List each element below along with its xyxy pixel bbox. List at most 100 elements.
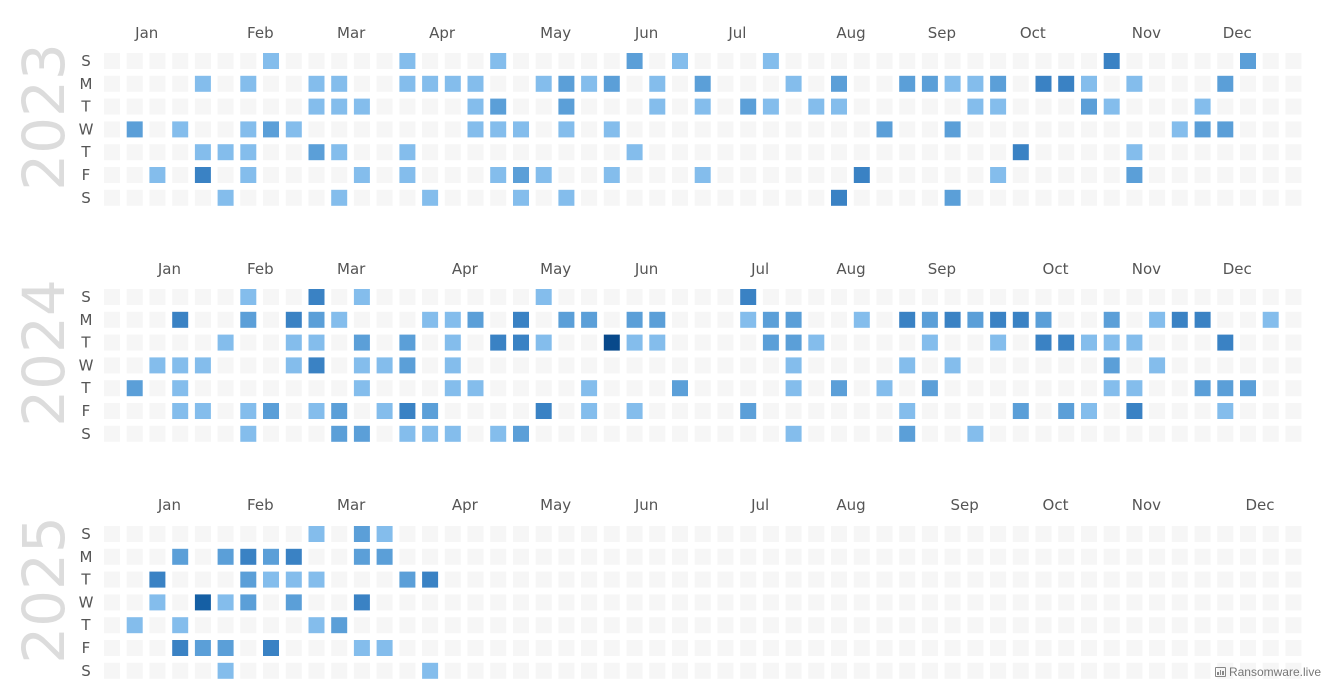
- heatmap-cell: [1035, 571, 1052, 588]
- heatmap-cell: [694, 144, 711, 161]
- heatmap-cell: [104, 189, 120, 206]
- month-label: Dec: [1223, 24, 1252, 42]
- heatmap-cell: [1217, 189, 1234, 206]
- heatmap-cell: [1149, 167, 1166, 183]
- heatmap-cell: [603, 98, 620, 115]
- heatmap-cell-active: [762, 98, 779, 115]
- heatmap-cell: [990, 403, 1007, 419]
- heatmap-cell: [762, 662, 779, 679]
- heatmap-cell: [308, 425, 325, 442]
- heatmap-cell-active: [967, 311, 984, 328]
- heatmap-cell: [126, 403, 143, 419]
- heatmap-cell: [967, 640, 984, 656]
- heatmap-cell: [172, 425, 189, 442]
- heatmap-cell: [558, 403, 575, 419]
- heatmap-cell-active: [194, 594, 211, 611]
- heatmap-cell-active: [1217, 75, 1234, 92]
- heatmap-cell-active: [1103, 357, 1120, 374]
- heatmap-cell: [944, 571, 961, 588]
- heatmap-cell: [1285, 548, 1302, 565]
- heatmap-cell-active: [921, 334, 938, 351]
- heatmap-cell-active: [581, 311, 598, 328]
- heatmap-cell: [1058, 425, 1075, 442]
- heatmap-cell: [1194, 334, 1211, 351]
- heatmap-cell: [808, 403, 825, 419]
- heatmap-cell: [1103, 289, 1120, 305]
- month-label: Nov: [1132, 496, 1161, 514]
- heatmap-cell: [1126, 425, 1143, 442]
- heatmap-cell: [194, 98, 211, 115]
- heatmap-cell: [853, 189, 870, 206]
- heatmap-cell: [649, 53, 666, 69]
- heatmap-cell: [808, 75, 825, 92]
- heatmap-cell-active: [399, 75, 416, 92]
- heatmap-cell-active: [740, 289, 757, 305]
- heatmap-cell: [1058, 311, 1075, 328]
- heatmap-cell: [240, 334, 257, 351]
- heatmap-cell: [1240, 662, 1256, 679]
- heatmap-cell: [921, 189, 938, 206]
- heatmap-cell-active: [285, 311, 302, 328]
- heatmap-cell: [853, 334, 870, 351]
- month-label: Dec: [1223, 260, 1252, 278]
- heatmap-cell: [717, 189, 734, 206]
- heatmap-cell-active: [513, 189, 529, 206]
- heatmap-cell: [1262, 289, 1279, 305]
- heatmap-cell: [513, 526, 529, 542]
- heatmap-cell-active: [399, 357, 416, 374]
- heatmap-cell: [444, 289, 461, 305]
- heatmap-cell: [149, 144, 166, 161]
- heatmap-cell: [808, 380, 825, 397]
- heatmap-cell: [444, 53, 461, 69]
- heatmap-cell: [240, 617, 257, 634]
- heatmap-cell: [603, 425, 620, 442]
- heatmap-cell: [1240, 75, 1256, 92]
- heatmap-cell: [331, 357, 348, 374]
- heatmap-cell: [126, 548, 143, 565]
- heatmap-cell-active: [921, 380, 938, 397]
- heatmap-cell: [104, 98, 120, 115]
- heatmap-cell: [149, 640, 166, 656]
- heatmap-cell: [694, 662, 711, 679]
- heatmap-cell: [1103, 75, 1120, 92]
- heatmap-cell: [762, 289, 779, 305]
- heatmap-cell: [1126, 98, 1143, 115]
- watermark-text: Ransomware.live: [1228, 665, 1321, 679]
- heatmap-cell: [967, 144, 984, 161]
- heatmap-cell: [376, 594, 393, 611]
- heatmap-cell: [649, 357, 666, 374]
- heatmap-cell: [104, 334, 120, 351]
- heatmap-cell: [649, 425, 666, 442]
- heatmap-cell-active: [353, 167, 370, 183]
- heatmap-cell: [626, 571, 643, 588]
- heatmap-cell: [331, 380, 348, 397]
- heatmap-cell: [149, 617, 166, 634]
- heatmap-cell: [853, 144, 870, 161]
- heatmap-cell-active: [740, 311, 757, 328]
- heatmap-cell: [263, 144, 279, 161]
- heatmap-cell: [853, 403, 870, 419]
- heatmap-cell: [376, 167, 393, 183]
- heatmap-cell: [1081, 640, 1097, 656]
- month-label: Sep: [928, 24, 956, 42]
- heatmap-cell-active: [331, 189, 348, 206]
- heatmap-cell: [672, 144, 688, 161]
- heatmap-cell-active: [376, 526, 393, 542]
- heatmap-cell: [1149, 403, 1166, 419]
- heatmap-cell: [808, 548, 825, 565]
- heatmap-cell: [1012, 380, 1029, 397]
- heatmap-cell-active: [240, 311, 257, 328]
- heatmap-cell: [1194, 357, 1211, 374]
- heatmap-cell-active: [399, 144, 416, 161]
- heatmap-cell: [603, 594, 620, 611]
- heatmap-cell: [444, 167, 461, 183]
- heatmap-cell: [217, 380, 234, 397]
- heatmap-cell-active: [399, 425, 416, 442]
- heatmap-cell-active: [240, 571, 257, 588]
- heatmap-cell: [921, 98, 938, 115]
- heatmap-cell-active: [876, 121, 893, 138]
- heatmap-cell: [603, 640, 620, 656]
- heatmap-cell: [990, 526, 1007, 542]
- heatmap-cell: [853, 425, 870, 442]
- heatmap-cell: [376, 189, 393, 206]
